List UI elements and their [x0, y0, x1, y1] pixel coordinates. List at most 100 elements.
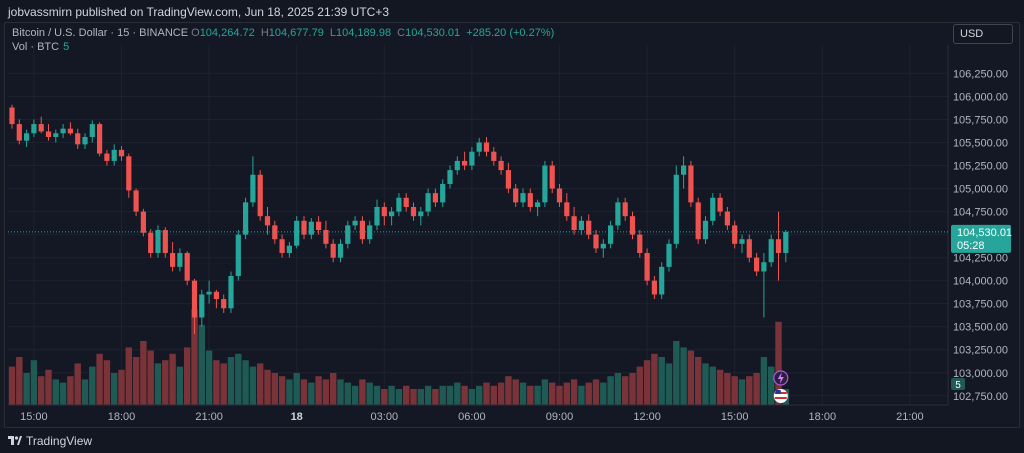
price-tick-label: 103,500.00 — [953, 322, 1008, 334]
volume-label[interactable]: Vol · BTC — [12, 41, 60, 53]
volume-bar — [191, 309, 198, 405]
price-tick-label: 102,750.00 — [953, 391, 1008, 403]
close-value: 104,530.01 — [405, 27, 461, 39]
candle-body — [418, 211, 424, 217]
candle-body — [717, 197, 723, 212]
candle-body — [308, 221, 314, 235]
candle-body — [60, 128, 66, 134]
volume-bar — [403, 385, 410, 405]
candle-body — [148, 232, 154, 254]
volume-bar — [16, 357, 23, 405]
volume-bar — [731, 376, 738, 405]
candle-body — [513, 188, 519, 203]
volume-bar — [351, 385, 359, 405]
volume-bar — [286, 379, 293, 405]
tradingview-brand[interactable]: TradingView — [8, 434, 92, 448]
volume-bar — [578, 385, 585, 405]
volume-bar — [81, 379, 89, 405]
volume-bar — [724, 373, 731, 405]
candle-body — [294, 220, 300, 246]
price-tick-label: 106,250.00 — [953, 68, 1008, 80]
candle-body — [535, 202, 541, 207]
candle-body — [754, 257, 760, 272]
change-value: +285.20 (+0.27%) — [466, 27, 555, 39]
price-tick-label: 103,000.00 — [953, 368, 1008, 380]
volume-bar — [607, 376, 614, 405]
volume-bar — [497, 382, 505, 405]
candle-body — [593, 234, 599, 249]
candle-body — [286, 245, 292, 254]
candle-body — [24, 133, 30, 141]
high-value: 104,677.79 — [268, 27, 324, 39]
volume-bar — [59, 382, 67, 405]
candle-body — [345, 225, 351, 244]
volume-bar — [556, 385, 563, 405]
volume-bar — [629, 373, 636, 405]
volume-bar — [432, 389, 439, 405]
volume-bar — [658, 357, 665, 405]
volume-bar — [592, 379, 600, 405]
candle-body — [367, 225, 373, 240]
candle-body — [666, 243, 672, 267]
symbol-label[interactable]: Bitcoin / U.S. Dollar · 15 · BINANCE — [12, 27, 189, 39]
volume-bar — [257, 363, 264, 405]
volume-bar — [23, 373, 30, 405]
time-tick-label: 15:00 — [721, 411, 749, 423]
candle-body — [651, 280, 657, 295]
price-tick-label: 104,750.00 — [953, 207, 1008, 219]
candle-body — [31, 124, 37, 134]
candle-body — [221, 299, 227, 309]
volume-bar — [220, 363, 227, 405]
candle-body — [724, 211, 730, 226]
volume-bar — [162, 360, 169, 405]
currency-button[interactable]: USD — [953, 24, 1013, 44]
candle-body — [9, 107, 15, 125]
volume-bar — [760, 357, 768, 405]
volume-bar — [410, 389, 417, 405]
volume-bar — [293, 373, 300, 405]
candle-body — [89, 124, 95, 137]
candle-body — [549, 165, 555, 189]
candle-body — [155, 230, 161, 254]
candle-body — [425, 193, 431, 212]
footer-bar — [0, 428, 1024, 453]
volume-bar — [169, 353, 176, 405]
candle-body — [600, 243, 606, 249]
candles — [9, 104, 789, 335]
candle-body — [491, 151, 497, 161]
candle-body — [16, 124, 22, 141]
candle-body — [213, 291, 219, 300]
candle-body — [162, 230, 168, 254]
candle-body — [454, 160, 460, 171]
candle-body — [140, 211, 146, 233]
ohlc-legend: Bitcoin / U.S. Dollar · 15 · BINANCE O10… — [12, 27, 557, 39]
candle-body — [330, 243, 336, 258]
volume-bar — [366, 382, 373, 405]
candle-body — [527, 193, 533, 207]
volume-bar — [111, 373, 118, 405]
volume-bar — [665, 363, 673, 405]
volume-bar — [381, 389, 388, 405]
last-price-badge — [951, 224, 1011, 253]
volume-bar — [454, 382, 461, 405]
candle-body — [622, 202, 628, 217]
candle-body — [104, 153, 110, 161]
volume-bar — [337, 379, 344, 405]
candle-body — [462, 160, 468, 166]
candle-body — [337, 243, 344, 258]
volume-bar — [300, 379, 308, 405]
volume-bar — [461, 385, 468, 405]
candle-body — [235, 234, 241, 277]
volume-bar — [330, 373, 337, 405]
candle-body — [542, 165, 548, 203]
candle-body — [45, 131, 52, 137]
candle-body — [746, 239, 752, 258]
candle-body — [775, 239, 782, 254]
volume-bar — [680, 347, 687, 405]
volume-bar — [52, 379, 59, 405]
countdown-label: 05:28 — [957, 240, 985, 252]
volume-bar — [541, 379, 549, 405]
brand-label: TradingView — [26, 434, 93, 448]
